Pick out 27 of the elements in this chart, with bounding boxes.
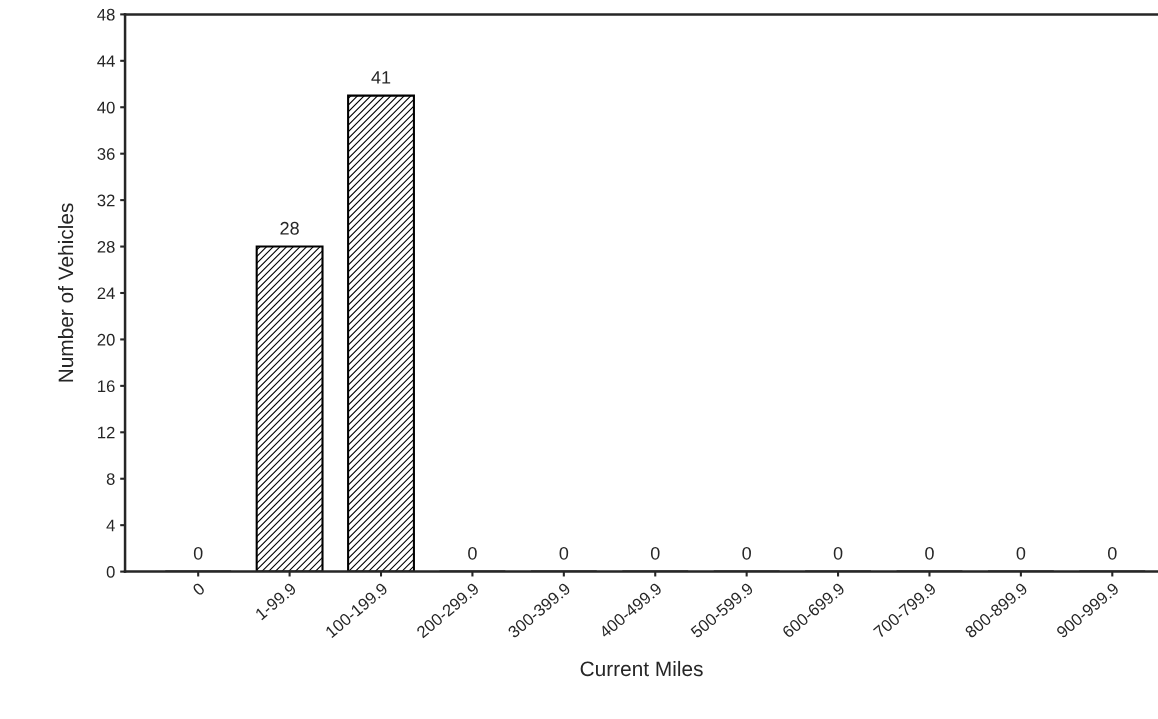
- y-tick-label: 0: [106, 566, 115, 578]
- y-tick-label: 28: [97, 240, 115, 253]
- y-tick-label: 40: [97, 101, 115, 114]
- x-axis-title: Current Miles: [580, 660, 703, 677]
- y-tick-label: 12: [98, 426, 115, 439]
- data-label: 0: [468, 546, 477, 560]
- data-label: 0: [193, 546, 203, 560]
- y-tick-label: 32: [97, 194, 115, 207]
- data-label: 0: [650, 546, 660, 560]
- y-axis-title: Number of Vehicles: [57, 203, 74, 382]
- data-label: 0: [742, 546, 751, 560]
- y-tick-label: 20: [97, 333, 115, 346]
- y-tick-label: 8: [106, 473, 115, 485]
- y-tick-label: 16: [98, 380, 115, 393]
- y-tick-label: 4: [106, 519, 115, 532]
- data-label: 0: [1016, 546, 1026, 560]
- data-label: 28: [280, 221, 299, 235]
- x-tick-label: 0: [191, 582, 206, 597]
- y-tick-label: 36: [97, 148, 115, 160]
- data-label: 0: [1107, 546, 1117, 560]
- y-tick-label: 44: [97, 55, 115, 67]
- data-label: 0: [559, 546, 569, 560]
- y-tick-label: 48: [97, 8, 115, 21]
- y-tick-label: 24: [97, 287, 115, 300]
- data-label: 41: [371, 71, 391, 84]
- data-label: 0: [925, 546, 934, 560]
- data-label: 0: [833, 546, 843, 560]
